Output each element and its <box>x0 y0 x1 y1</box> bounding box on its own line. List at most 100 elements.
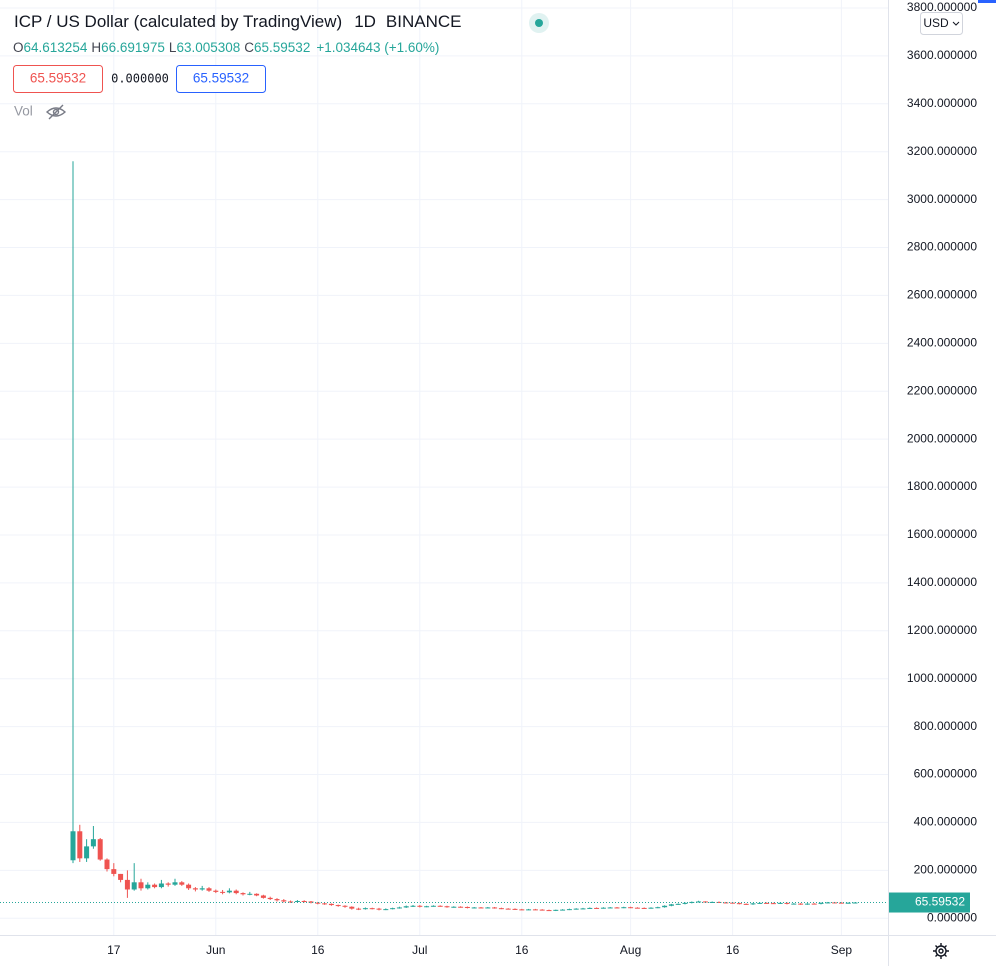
candle-body <box>628 907 634 909</box>
spread: 0.000000 <box>111 72 169 86</box>
y-tick-label: 3000.000000 <box>907 192 977 206</box>
settings-icon[interactable] <box>933 943 949 959</box>
candle-body <box>818 902 824 904</box>
candle-body <box>376 908 382 910</box>
y-tick-label: 200.000000 <box>914 862 978 876</box>
candle-body <box>580 908 586 910</box>
candle-body <box>668 904 674 906</box>
candle-body <box>383 909 389 911</box>
grid <box>0 0 888 935</box>
candle-body <box>798 903 804 905</box>
candle-body <box>145 884 151 889</box>
hide-icon[interactable] <box>45 104 67 120</box>
candle-body <box>825 902 831 904</box>
candle-body <box>356 908 362 910</box>
candle-body <box>417 905 423 907</box>
candle-body <box>233 890 239 894</box>
currency-button[interactable] <box>920 12 963 35</box>
candle-body <box>260 895 266 898</box>
y-tick-label: 3800.000000 <box>907 0 977 14</box>
candle-body <box>478 907 484 909</box>
y-tick-label: 2200.000000 <box>907 383 977 397</box>
y-tick-label: 600.000000 <box>914 767 978 781</box>
candle-body <box>696 901 702 903</box>
candle-body <box>519 909 525 911</box>
y-tick-label: 400.000000 <box>914 815 978 829</box>
candle-body <box>226 890 232 893</box>
ohlc-label: O <box>13 40 24 55</box>
candle-body <box>662 905 668 908</box>
candle-body <box>152 884 158 888</box>
candle-body <box>424 906 430 908</box>
x-tick-label: 16 <box>726 943 740 957</box>
candle-body <box>199 888 205 890</box>
candle-body <box>655 907 661 909</box>
candle-body <box>186 884 192 889</box>
candle-body <box>118 873 124 880</box>
candle-body <box>485 907 491 909</box>
candle-body <box>811 903 817 905</box>
sell-price[interactable]: 65.59532 <box>30 71 86 86</box>
candle-body <box>641 907 647 909</box>
y-tick-label: 3600.000000 <box>907 48 977 62</box>
candle-body <box>172 882 178 885</box>
candle-body <box>138 882 144 889</box>
candle-body <box>437 905 443 907</box>
currency[interactable]: USD <box>923 16 949 30</box>
ohlc-value: 66.691975 <box>101 40 165 55</box>
candle-body <box>451 906 457 908</box>
candle-body <box>77 831 83 859</box>
candle-body <box>526 909 532 911</box>
candle-body <box>764 902 770 904</box>
y-tick-label: 0.000000 <box>927 910 977 924</box>
candle-body <box>430 905 436 907</box>
ohlc-value: 63.005308 <box>176 40 240 55</box>
y-tick-label: 2600.000000 <box>907 288 977 302</box>
candle-body <box>362 908 368 910</box>
candle-body <box>594 907 600 909</box>
candle-body <box>723 902 729 904</box>
x-tick-label: Aug <box>620 943 641 957</box>
buy-button[interactable] <box>176 65 266 93</box>
candle-body <box>784 902 790 904</box>
sell-button[interactable] <box>13 65 103 93</box>
candle-body <box>464 906 470 908</box>
change: +1.034643 (+1.60%) <box>316 40 439 55</box>
candle-body <box>240 893 246 895</box>
candle-body <box>560 909 566 911</box>
interval: 1D <box>354 12 376 31</box>
candle-body <box>328 903 334 906</box>
candle-body <box>702 901 708 903</box>
y-tick-label: 1800.000000 <box>907 479 977 493</box>
candle-body <box>621 907 627 909</box>
candle-body <box>757 902 763 904</box>
candle-body <box>274 899 280 901</box>
x-tick-label: 16 <box>311 943 325 957</box>
candle-body <box>498 908 504 910</box>
candle-body <box>335 905 341 907</box>
candle-body <box>736 903 742 905</box>
x-tick-label: Jun <box>206 943 225 957</box>
buy-price[interactable]: 65.59532 <box>193 71 249 86</box>
candle-body <box>716 901 722 903</box>
currency-caret <box>952 21 960 26</box>
candle-body <box>410 905 416 907</box>
candle-body <box>777 902 783 904</box>
candle-body <box>492 907 498 909</box>
candle-body <box>70 831 76 861</box>
candle-body <box>689 901 695 903</box>
last-price-tag <box>889 892 970 913</box>
candle-body <box>213 890 219 892</box>
candle-body <box>587 907 593 909</box>
x-axis-bg <box>0 936 996 966</box>
ohlc-legend: O64.613254 H66.691975 L63.005308 C65.59532 +… <box>13 40 439 55</box>
candle-body <box>322 903 328 905</box>
x-tick-label: Sep <box>831 943 853 957</box>
candle-body <box>750 903 756 905</box>
candle-body <box>682 902 688 904</box>
candle-body <box>546 910 552 912</box>
candle-body <box>301 900 307 902</box>
candle-body <box>84 846 90 859</box>
candle-body <box>179 882 185 885</box>
title: ICP / US Dollar (calculated by TradingVi… <box>14 12 342 31</box>
